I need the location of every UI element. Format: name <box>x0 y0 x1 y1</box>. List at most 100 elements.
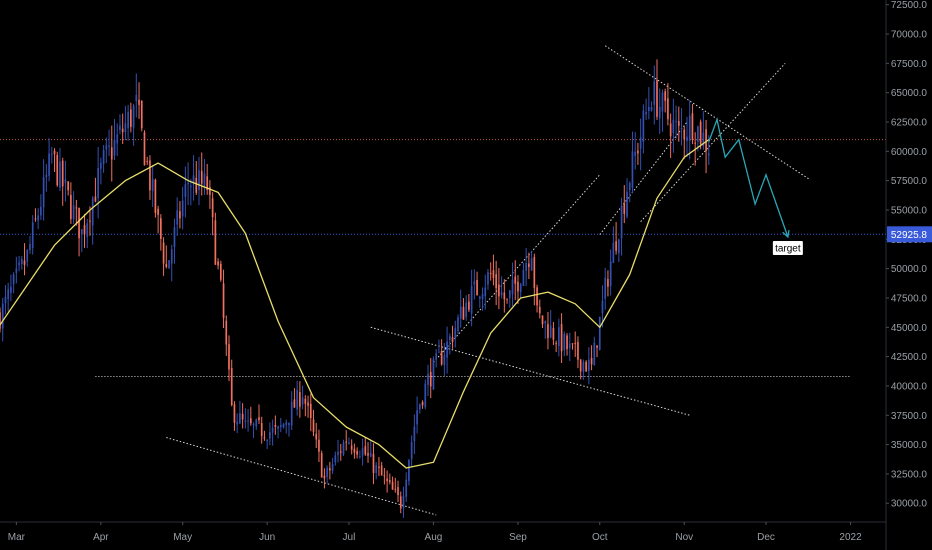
candle-body <box>159 218 162 239</box>
candle-body <box>18 262 20 266</box>
candle-body <box>91 198 94 226</box>
candle-body <box>429 371 432 387</box>
candle-body <box>230 368 233 405</box>
candle-body <box>83 225 86 235</box>
candle-body <box>72 205 75 220</box>
candle-body <box>146 161 149 163</box>
candle-body <box>29 244 31 251</box>
candle-body <box>560 324 563 352</box>
candle-body <box>157 208 159 215</box>
candle-body <box>470 285 473 314</box>
candle-body <box>348 442 350 444</box>
time-axis[interactable]: Mar Apr May Jun Jul Aug Sep Oct Nov Dec 2022 <box>0 521 886 543</box>
candle-body <box>138 99 140 105</box>
candle-body <box>198 170 200 190</box>
candle-body <box>299 392 301 407</box>
candle-body <box>397 487 399 496</box>
candle-body <box>519 284 522 293</box>
projection-line <box>708 117 789 238</box>
candle-body <box>179 211 181 219</box>
price-tick-label: 37500.0 <box>891 411 928 422</box>
current-price-tag[interactable] <box>887 226 932 243</box>
candle-body <box>214 220 217 265</box>
candle-body <box>132 105 135 128</box>
candle-body <box>489 273 492 275</box>
candle-body <box>247 420 249 422</box>
candle-body <box>67 181 69 191</box>
trendline <box>370 326 690 416</box>
candle-body <box>408 459 410 481</box>
candle-body <box>356 450 358 455</box>
candle-body <box>642 110 645 142</box>
candle-body <box>435 353 438 360</box>
candle-body <box>301 397 304 405</box>
candle-body <box>70 194 72 220</box>
target-label-box <box>772 240 803 255</box>
candle-body <box>187 182 189 185</box>
candle-body <box>184 184 187 197</box>
candle-body <box>541 315 544 325</box>
candle-body <box>37 215 40 221</box>
time-tick-label: Oct <box>592 532 608 543</box>
annotations: target <box>772 240 803 255</box>
candle-body <box>288 422 290 426</box>
candle-body <box>707 153 710 156</box>
candle-body <box>249 418 252 424</box>
projection-path <box>708 117 790 239</box>
candle-body <box>97 167 99 199</box>
time-tick-label: Jul <box>343 532 356 543</box>
candle-body <box>309 403 312 419</box>
candle-body <box>457 317 459 332</box>
price-axis[interactable]: 72500.0 70000.0 67500.0 65000.0 62500.0 60000… <box>885 0 932 550</box>
candle-body <box>476 279 478 296</box>
candle-body <box>162 242 165 264</box>
candle-body <box>285 422 288 425</box>
candle-body <box>596 345 598 348</box>
candle-body <box>353 448 356 453</box>
candle-body <box>498 284 500 297</box>
candle-body <box>124 123 127 133</box>
time-tick-label: 2022 <box>839 532 862 543</box>
candle-body <box>304 398 307 404</box>
candle-body <box>468 301 470 310</box>
candle-body <box>623 203 626 214</box>
candle-body <box>113 139 116 156</box>
candle-body <box>473 281 476 285</box>
candle-body <box>350 445 353 450</box>
candle-body <box>383 475 386 477</box>
candle-body <box>634 151 637 156</box>
price-tick-label: 67500.0 <box>891 59 928 70</box>
candle-body <box>650 107 653 111</box>
candle-body <box>176 210 179 225</box>
candle-body <box>517 281 519 292</box>
candle-body <box>563 333 566 350</box>
candle-body <box>394 488 397 490</box>
candle-body <box>342 442 345 455</box>
candle-body <box>329 468 331 471</box>
candle-body <box>337 451 339 456</box>
candle-body <box>380 465 383 476</box>
candle-body <box>143 132 146 166</box>
candle-body <box>279 425 282 427</box>
candle-body <box>421 401 424 406</box>
candle-body <box>386 478 388 482</box>
candle-body <box>315 433 318 440</box>
candle-body <box>547 324 549 338</box>
candle-body <box>680 128 683 130</box>
candle-body <box>405 479 408 497</box>
candle-body <box>119 125 121 131</box>
candle-body <box>211 198 214 218</box>
candle-body <box>577 341 579 360</box>
candle-body <box>667 98 669 120</box>
trendline <box>166 437 437 516</box>
candle-body <box>628 183 631 191</box>
candle-body <box>598 316 601 350</box>
candle-body <box>609 261 612 287</box>
candle-body <box>23 260 26 265</box>
candle-body <box>108 145 110 147</box>
candle-body <box>375 465 378 473</box>
projection-arrow-head <box>782 229 790 239</box>
